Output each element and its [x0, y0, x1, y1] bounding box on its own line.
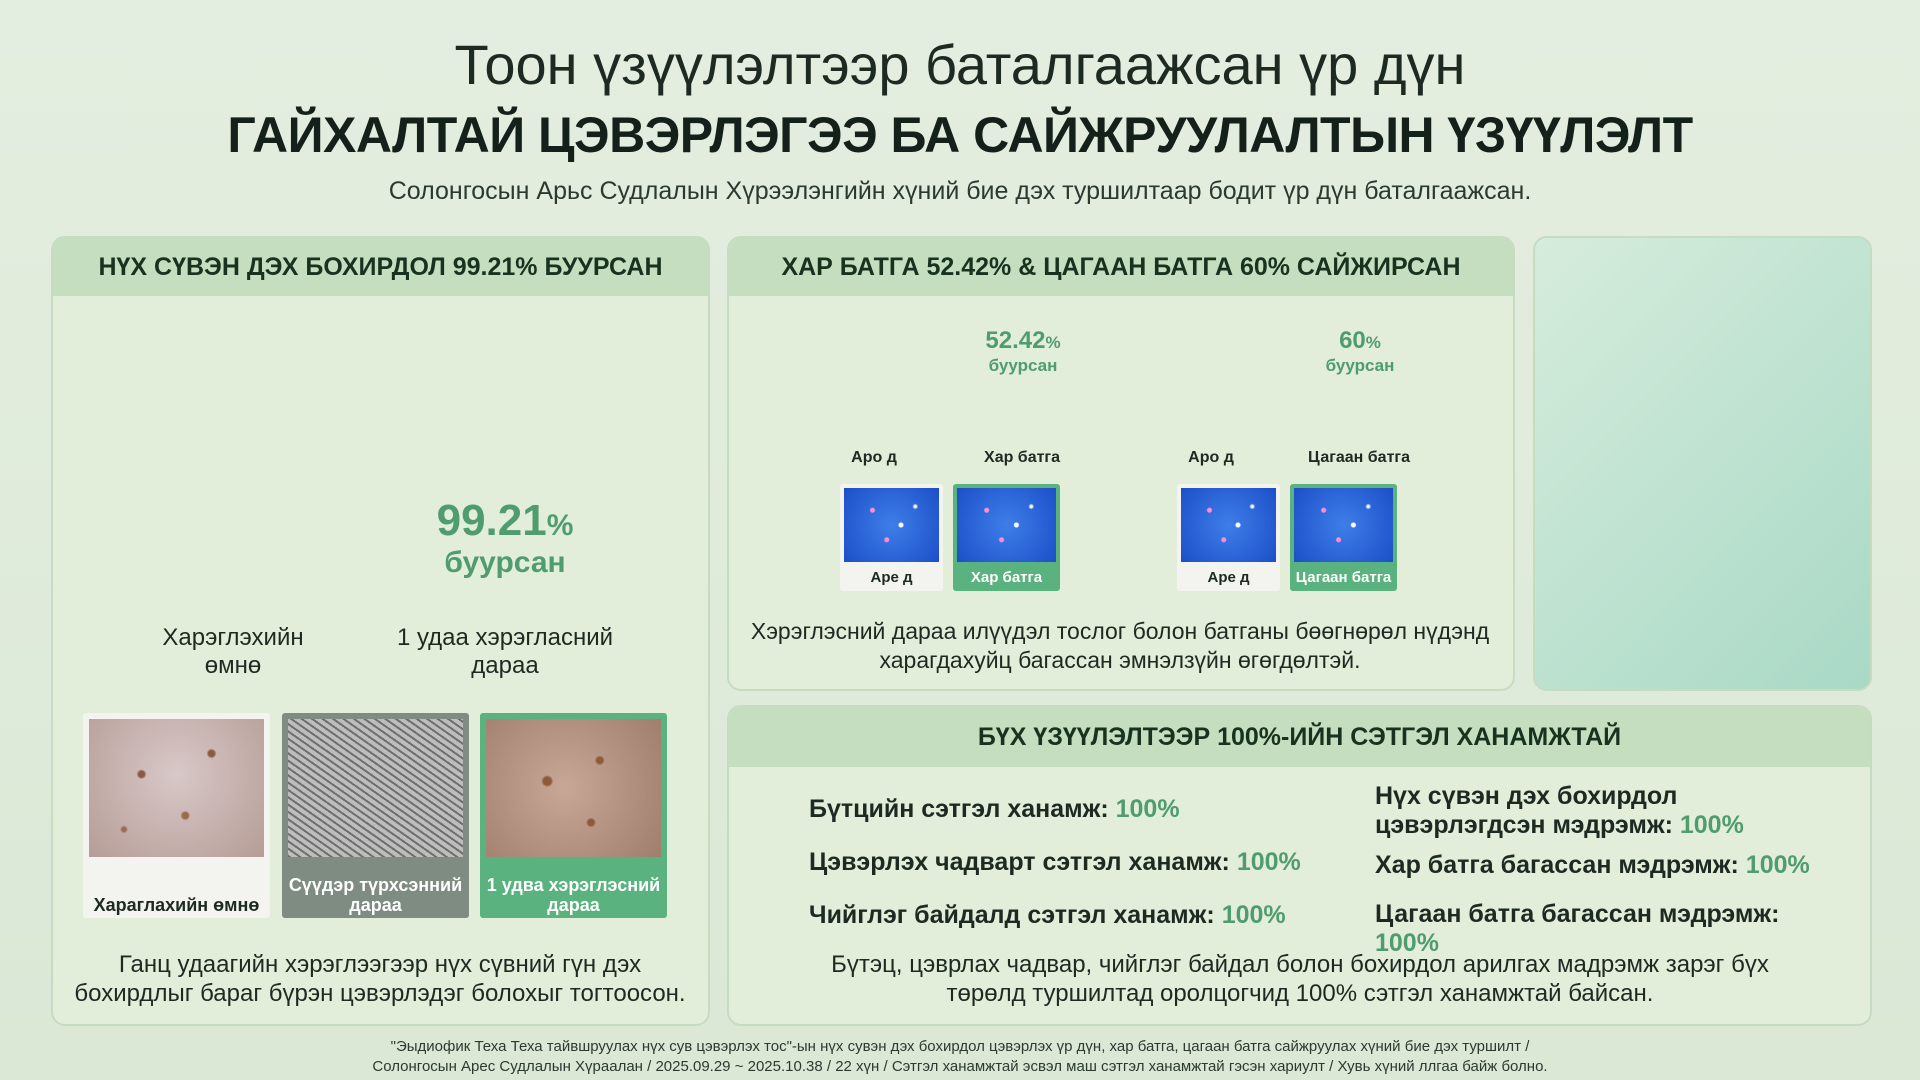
item: Нүх сүвэн дэх бохирдол цэвэрлэгдсэн мэдр…	[1375, 782, 1845, 840]
item: Цэвэрлэх чадварт сэтгэл ханамж: 100%	[809, 848, 1329, 877]
item-value: 100%	[1679, 811, 1744, 839]
result-value: 99.21	[436, 496, 547, 545]
axis-label: Цагаан батга	[1308, 449, 1410, 466]
photo: Цагаан батга	[1290, 484, 1397, 591]
photo-label: Цагаан батга	[1295, 569, 1392, 586]
photo: 1 удва хэрэглэсний дараа	[480, 713, 667, 918]
panel-title: БҮХ ҮЗҮҮЛЭЛТЭЭР 100%-ИЙН СЭТГЭЛ ХАНАМЖТА…	[729, 707, 1870, 767]
item-value: 100%	[1221, 901, 1286, 929]
photo: Аре д	[1177, 484, 1280, 591]
item-label: Бүтцийн сэтгэл ханамж:	[809, 795, 1109, 823]
caption: Бүтэц, цэврлах чадвар, чийглэг байдал бо…	[831, 951, 1769, 1007]
footer-line: Солонгосын Арес Судлалын Хүраалан / 2025…	[372, 1058, 1548, 1075]
result-unit: %	[1045, 333, 1061, 352]
item-value: 100%	[1745, 851, 1810, 879]
photo-image	[89, 719, 264, 857]
item-label: Нүх сүвэн дэх бохирдол цэвэрлэгдсэн мэдр…	[1375, 782, 1678, 839]
result-label: буурсан	[988, 356, 1058, 375]
photo-label: Аре д	[1207, 569, 1250, 586]
photo: Сүүдэр түрхсэнний дараа	[282, 713, 469, 918]
satisfaction-panel: БҮХ ҮЗҮҮЛЭЛТЭЭР 100%-ИЙН СЭТГЭЛ ХАНАМЖТА…	[727, 705, 1872, 1026]
headline: ГАЙХАЛТАЙ ЦЭВЭРЛЭГЭЭ БА САЙЖРУУЛАЛТЫН ҮЗ…	[227, 107, 1693, 163]
result-unit: %	[1365, 333, 1381, 352]
photo-image	[844, 488, 939, 562]
result-unit: %	[546, 509, 574, 542]
product-panel	[1533, 236, 1872, 691]
result-value: 60	[1339, 327, 1366, 354]
photo-image	[1181, 488, 1276, 562]
item-label: Цагаан батга багассан мэдрэмж:	[1375, 900, 1780, 928]
photo: Хараглахийн өмнө	[83, 713, 270, 918]
result-value: 52.42	[985, 327, 1046, 354]
photo: Хар батга	[953, 484, 1060, 591]
item: Хар батга багассан мэдрэмж: 100%	[1375, 851, 1845, 880]
axis-label: Хар батга	[984, 449, 1060, 466]
photo-image	[1294, 488, 1393, 562]
photo-label: Хараглахийн өмнө	[93, 895, 260, 915]
result: 52.42% буурсан	[903, 327, 1143, 376]
photo-label: Аре д	[870, 569, 913, 586]
result-label: буурсан	[444, 546, 566, 579]
photo-image	[486, 719, 661, 857]
photo-label: 1 удва хэрэглэсний дараа	[486, 875, 661, 915]
item-label: Цэвэрлэх чадварт сэтгэл ханамж:	[809, 848, 1230, 876]
acne-panel: ХАР БАТГА 52.42% & ЦАГААН БАТГА 60% САЙЖ…	[727, 236, 1515, 691]
caption: Хэрэглэсний дараа илүүдэл тослог болон б…	[750, 618, 1490, 673]
item-label: Хар батга багассан мэдрэмж:	[1375, 851, 1739, 879]
result: 60% буурсан	[1240, 327, 1480, 376]
item: Бүтцийн сэтгэл ханамж: 100%	[809, 795, 1329, 824]
item-label: Чийглэг байдалд сэтгэл ханамж:	[809, 901, 1215, 929]
axis-label: Харэглэхийн өмнө	[162, 624, 304, 679]
item-value: 100%	[1115, 795, 1180, 823]
photo-label: Сүүдэр түрхсэнний дараа	[288, 875, 463, 915]
panel-title: НҮХ СҮВЭН ДЭХ БОХИРДОЛ 99.21% БУУРСАН	[53, 238, 708, 296]
panel-title: ХАР БАТГА 52.42% & ЦАГААН БАТГА 60% САЙЖ…	[729, 238, 1513, 296]
item-value: 100%	[1375, 929, 1439, 957]
result-label: буурсан	[1325, 356, 1395, 375]
footer: "Эыдиофик Теха Теха тайвшруулах нүх сув …	[0, 1037, 1920, 1077]
subtitle: Солонгосын Арьс Судлалын Хүрээлэнгийн хү…	[388, 177, 1532, 205]
item-value: 100%	[1236, 848, 1301, 876]
axis-label: Аро д	[1188, 449, 1234, 466]
photo-label: Хар батга	[970, 569, 1043, 586]
photo-image	[288, 719, 463, 857]
footer-line: "Эыдиофик Теха Теха тайвшруулах нүх сув …	[390, 1038, 1530, 1055]
item: Цагаан батга багассан мэдрэмж: 100%	[1375, 900, 1845, 958]
page-title: Тоон үзүүлэлтээр баталгаажсан үр дүн	[454, 33, 1466, 96]
photo: Аре д	[840, 484, 943, 591]
photo-image	[957, 488, 1056, 562]
item: Чийглэг байдалд сэтгэл ханамж: 100%	[809, 901, 1329, 930]
axis-label: 1 удаа хэрэгласний дараа	[396, 624, 614, 679]
result: 99.21% буурсан	[385, 496, 625, 580]
caption: Ганц удаагийн хэрэглээгээр нүх сүвний гү…	[74, 951, 686, 1007]
axis-label: Аро д	[851, 449, 897, 466]
